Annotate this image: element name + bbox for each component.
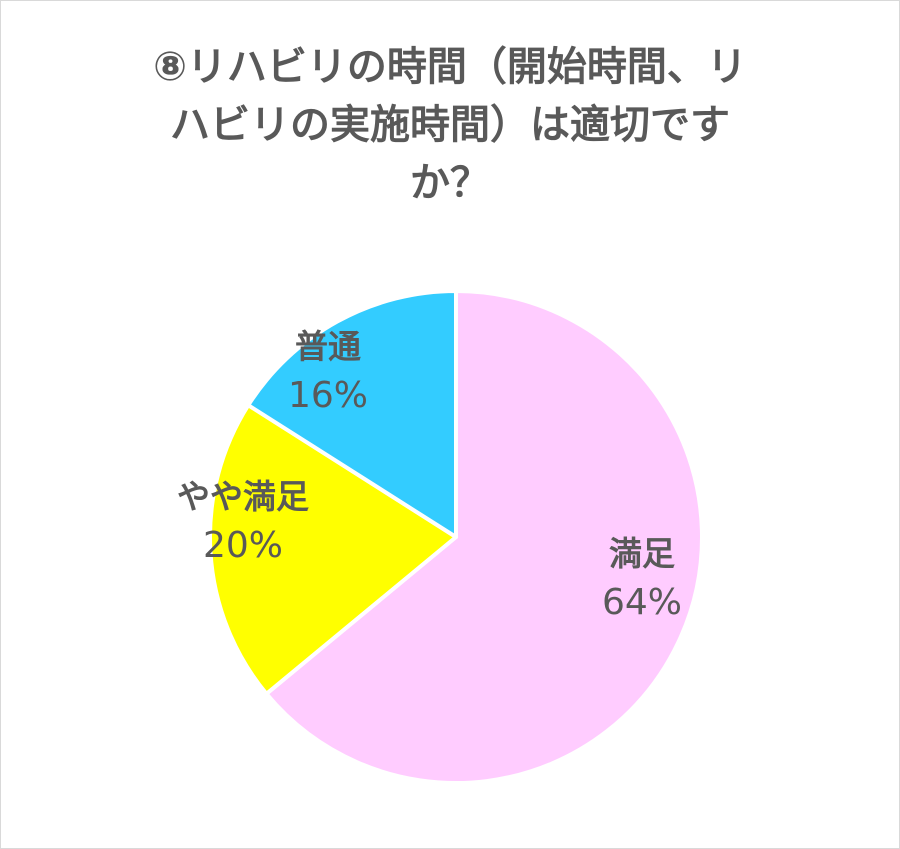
pie-slice-3 — [246, 289, 458, 539]
slice-value-label-1: 64% — [602, 582, 682, 623]
pie-slice-2 — [208, 403, 458, 696]
slice-value-label-3: 16% — [288, 375, 368, 416]
slice-value-label-2: 20% — [203, 525, 283, 566]
slice-label-2: やや満足 — [177, 477, 309, 516]
slice-label-1: 満足 — [609, 534, 675, 573]
chart-title-line-1: ⑧リハビリの時間（開始時間、リ — [153, 44, 747, 90]
chart-title: ⑧リハビリの時間（開始時間、リ ハビリの実施時間）は適切です か？ — [100, 38, 800, 212]
chart-title-line-3: か？ — [410, 160, 490, 206]
slice-label-3: 普通 — [295, 327, 361, 366]
pie-slice-1 — [264, 289, 704, 785]
chart-title-line-2: ハビリの実施時間）は適切です — [170, 102, 730, 148]
